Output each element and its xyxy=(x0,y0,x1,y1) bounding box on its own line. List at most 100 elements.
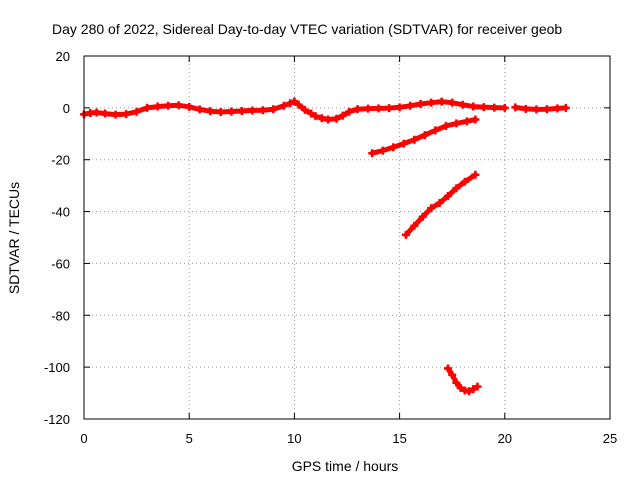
data-point xyxy=(294,100,303,109)
data-point xyxy=(441,122,450,131)
series-1 xyxy=(511,103,570,114)
plot-frame xyxy=(83,55,611,420)
data-point xyxy=(427,204,436,213)
data-point xyxy=(473,382,482,391)
data-point xyxy=(532,105,541,114)
data-point xyxy=(399,139,408,148)
data-point xyxy=(269,105,278,114)
y-tick-label: -100 xyxy=(44,360,70,375)
data-point xyxy=(418,212,427,221)
data-point xyxy=(435,199,444,208)
y-tick-label: 0 xyxy=(63,101,70,116)
data-point xyxy=(452,378,461,387)
data-point xyxy=(206,107,215,116)
series-3 xyxy=(401,170,480,239)
data-point xyxy=(456,383,465,392)
data-point xyxy=(490,103,499,112)
data-point xyxy=(317,114,326,123)
data-point xyxy=(443,364,452,373)
data-point xyxy=(465,387,474,396)
x-tick-label: 5 xyxy=(186,431,193,446)
data-point xyxy=(521,104,530,113)
data-point xyxy=(416,99,425,108)
data-point xyxy=(437,97,446,106)
data-point xyxy=(406,101,415,110)
y-tick-label: -40 xyxy=(51,205,70,220)
y-tick-label: -20 xyxy=(51,153,70,168)
data-point xyxy=(431,126,440,135)
data-point xyxy=(290,97,299,106)
y-axis-label: SDTVAR / TECUs xyxy=(6,182,22,294)
data-point xyxy=(248,106,257,115)
data-point xyxy=(553,104,562,113)
data-point xyxy=(185,102,194,111)
data-point xyxy=(378,146,387,155)
data-point xyxy=(443,192,452,201)
data-point xyxy=(401,230,410,239)
x-tick-label: 25 xyxy=(603,431,617,446)
data-point xyxy=(174,101,183,110)
data-point xyxy=(324,115,333,124)
data-point xyxy=(101,109,110,118)
data-point xyxy=(279,101,288,110)
data-point xyxy=(561,103,570,112)
series-4 xyxy=(443,364,482,396)
series-layer xyxy=(80,97,570,396)
data-point xyxy=(286,99,295,108)
data-point xyxy=(216,108,225,117)
data-point xyxy=(500,103,509,112)
data-point xyxy=(111,110,120,119)
data-point xyxy=(385,104,394,113)
chart-title: Day 280 of 2022, Sidereal Day-to-day VTE… xyxy=(52,21,562,37)
x-tick-label: 15 xyxy=(392,431,406,446)
data-point xyxy=(471,170,480,179)
data-point xyxy=(300,105,309,114)
data-point xyxy=(237,106,246,115)
data-point xyxy=(143,103,152,112)
data-point xyxy=(307,109,316,118)
data-point xyxy=(452,119,461,128)
x-axis-label: GPS time / hours xyxy=(292,458,399,474)
data-point xyxy=(258,106,267,115)
x-tick-label: 20 xyxy=(498,431,512,446)
x-tick-label: 10 xyxy=(287,431,301,446)
axis-ticks xyxy=(83,55,611,420)
data-point xyxy=(471,115,480,124)
data-point xyxy=(389,143,398,152)
grid-lines xyxy=(84,56,610,419)
data-point xyxy=(332,114,341,123)
data-point xyxy=(368,149,377,158)
data-point xyxy=(427,98,436,107)
data-point xyxy=(462,117,471,126)
data-point xyxy=(542,105,551,114)
data-point xyxy=(448,370,457,379)
y-tick-label: 20 xyxy=(56,49,70,64)
y-tick-label: -60 xyxy=(51,256,70,271)
x-tick-label: 0 xyxy=(80,431,87,446)
data-point xyxy=(345,107,354,116)
y-tick-label: -120 xyxy=(44,412,70,427)
data-point xyxy=(420,131,429,140)
data-point xyxy=(153,102,162,111)
tick-labels: -120 -100 -80 -60 -40 -20 0 20 0 5 10 15 20 25 xyxy=(44,49,617,446)
data-point xyxy=(479,103,488,112)
data-point xyxy=(460,177,469,186)
data-point xyxy=(164,101,173,110)
data-point xyxy=(132,107,141,116)
data-point xyxy=(92,108,101,117)
data-point xyxy=(374,104,383,113)
data-point xyxy=(511,103,520,112)
data-point xyxy=(452,184,461,193)
series-0 xyxy=(80,97,509,124)
data-point xyxy=(122,110,131,119)
data-point xyxy=(227,107,236,116)
data-point xyxy=(338,111,347,120)
y-tick-label: -80 xyxy=(51,308,70,323)
data-point xyxy=(353,105,362,114)
data-point xyxy=(395,103,404,112)
data-point xyxy=(195,105,204,114)
data-point xyxy=(448,98,457,107)
data-point xyxy=(410,221,419,230)
series-2 xyxy=(368,115,480,158)
